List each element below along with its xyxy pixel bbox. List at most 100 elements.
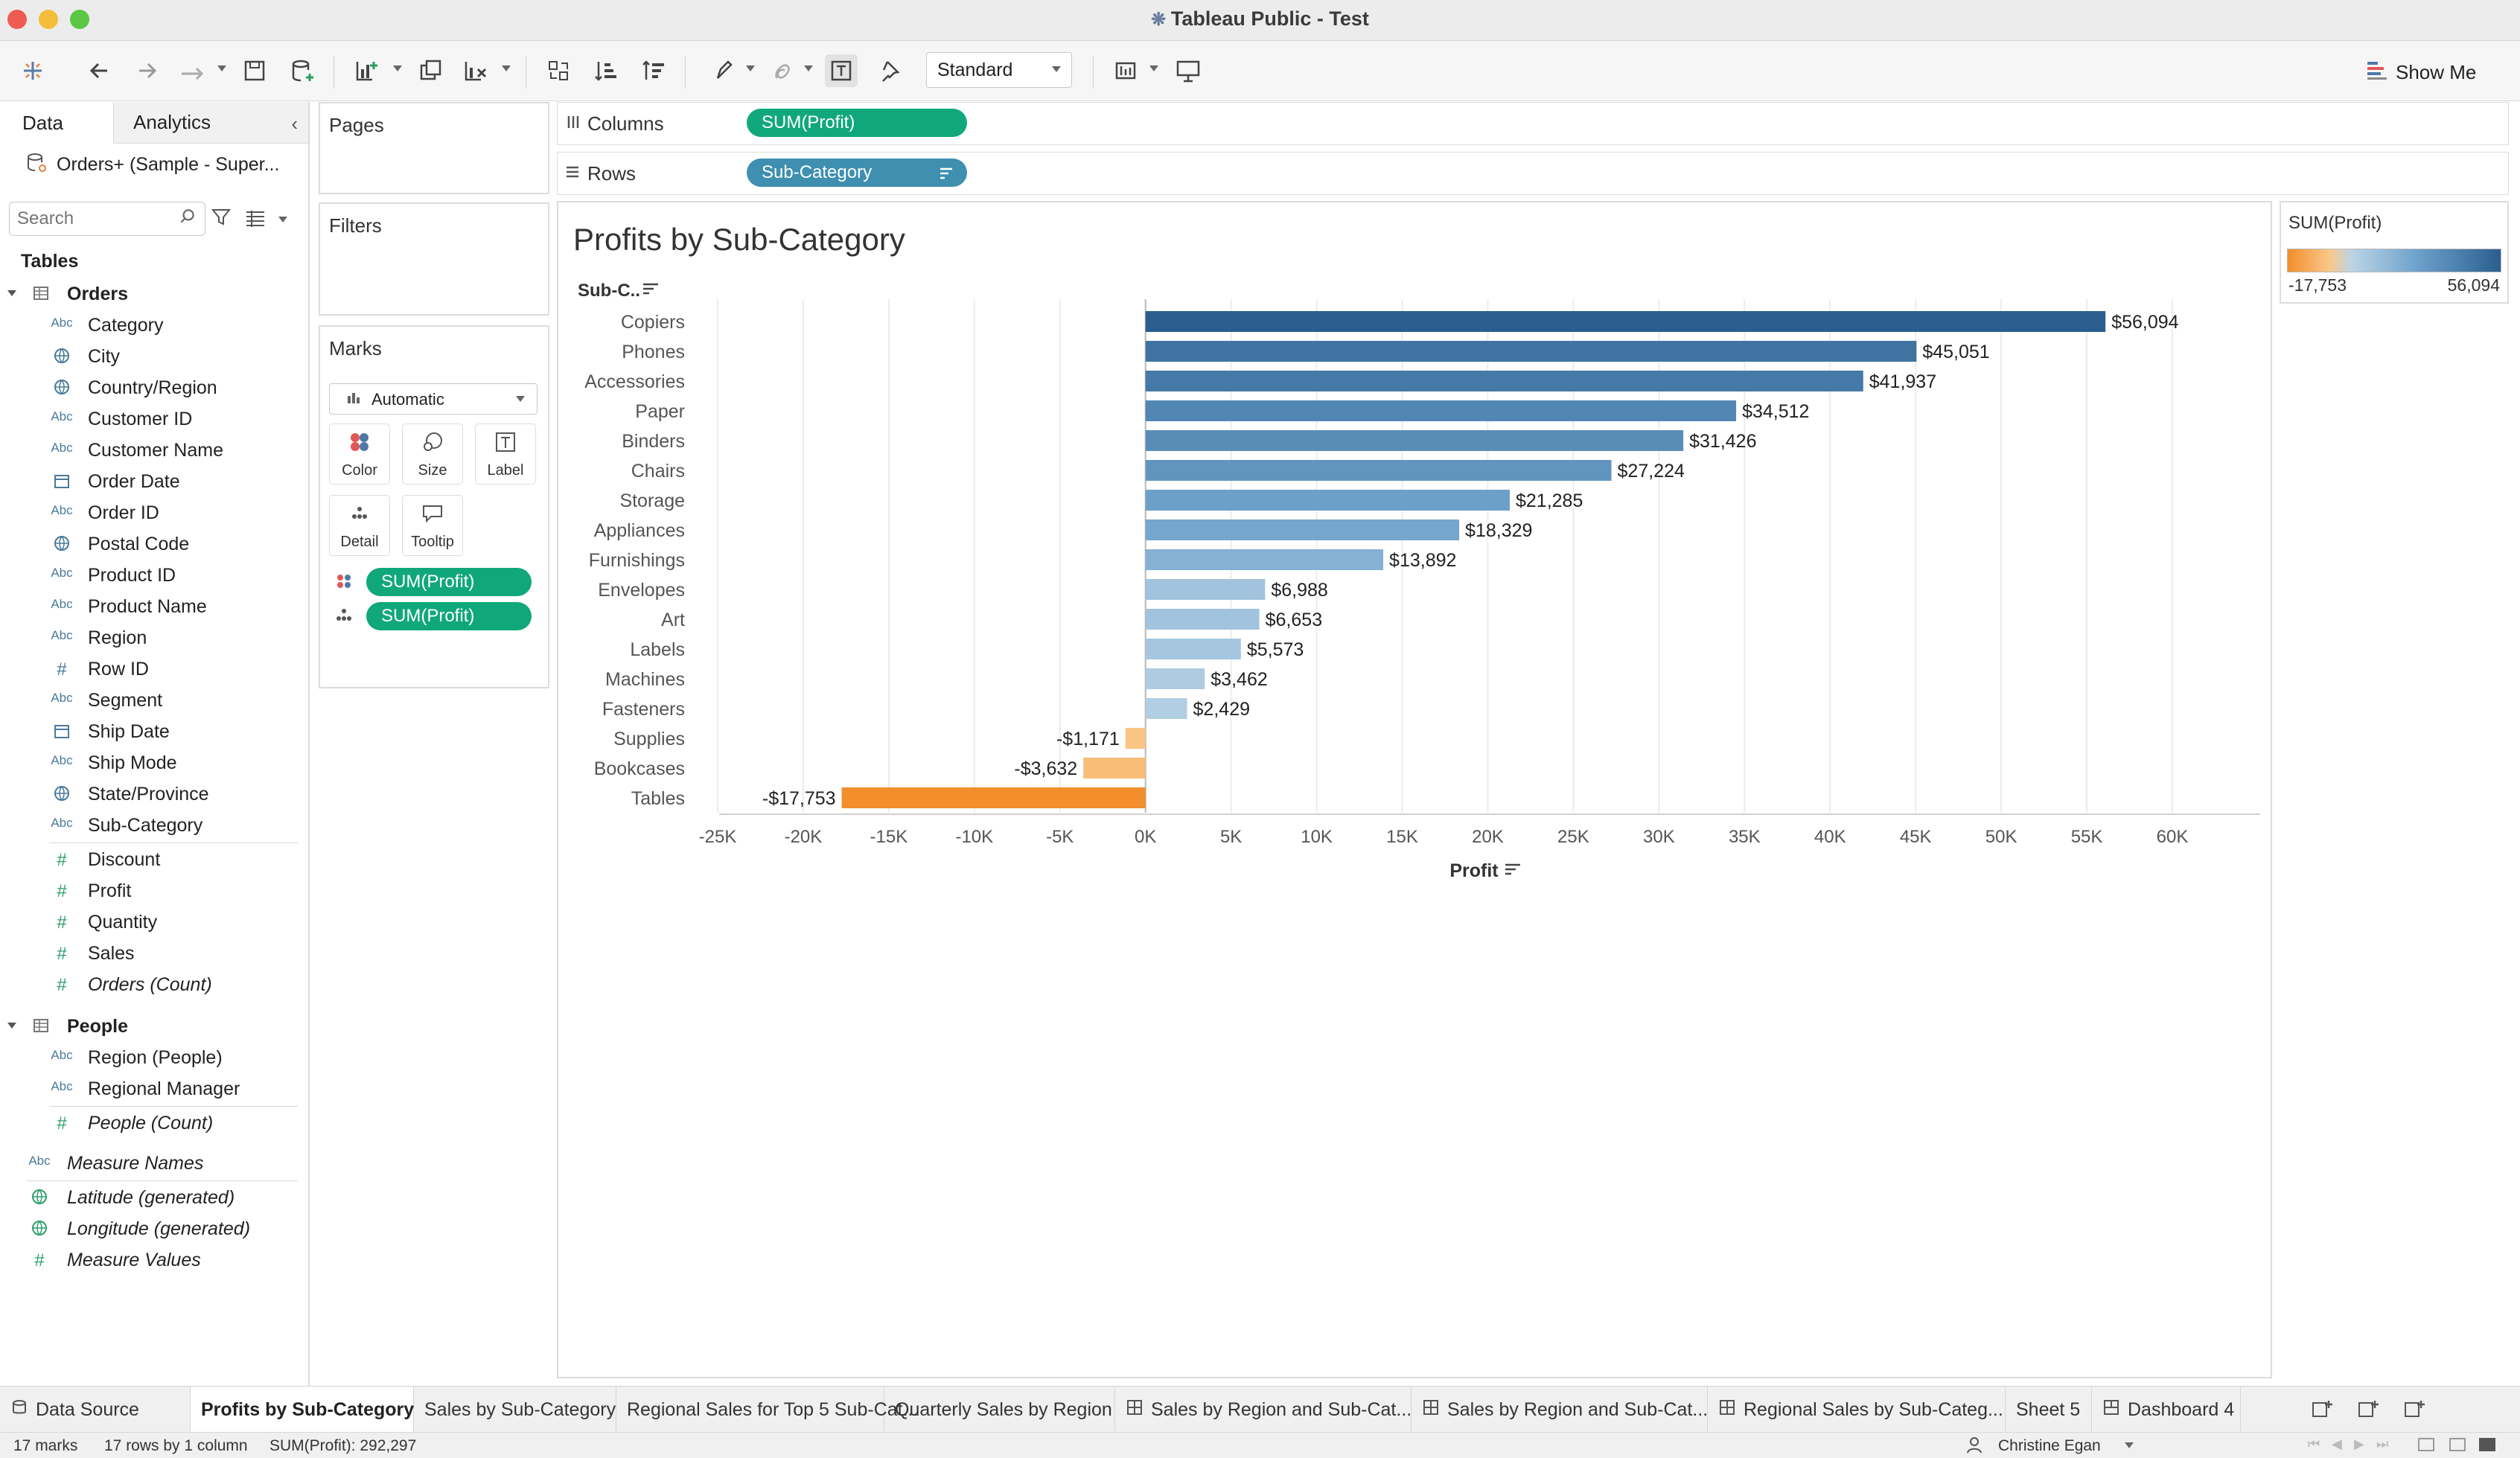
- field-dimension[interactable]: Abc Region: [0, 622, 308, 652]
- chevron-down-icon[interactable]: [278, 217, 287, 223]
- new-datasource-icon[interactable]: [286, 54, 319, 87]
- chevron-down-icon[interactable]: [7, 290, 16, 296]
- field-measure-count[interactable]: # People (Count): [0, 1107, 308, 1137]
- show-me-button[interactable]: Show Me: [2366, 57, 2476, 87]
- field-generated[interactable]: Longitude (generated): [0, 1213, 308, 1243]
- new-worksheet-icon[interactable]: [2311, 1398, 2333, 1425]
- rows-shelf[interactable]: Rows Sub-Category: [557, 152, 2509, 195]
- undo-icon[interactable]: [83, 54, 116, 87]
- field-dimension[interactable]: Country/Region: [0, 372, 308, 402]
- chevron-down-icon[interactable]: [217, 65, 226, 71]
- group-members-icon[interactable]: [765, 54, 798, 87]
- sort-ascending-icon[interactable]: [590, 54, 622, 87]
- table-people[interactable]: People: [0, 1011, 308, 1040]
- view-options-icon[interactable]: [244, 208, 267, 234]
- columns-pill[interactable]: SUM(Profit): [747, 109, 967, 137]
- pin-icon[interactable]: [873, 54, 905, 87]
- chevron-down-icon[interactable]: [2125, 1442, 2134, 1448]
- field-dimension[interactable]: Order Date: [0, 466, 308, 496]
- prev-page-icon[interactable]: ◀: [2332, 1436, 2342, 1451]
- field-dimension[interactable]: City: [0, 341, 308, 371]
- sheet-tab[interactable]: Sales by Region and Sub-Cat...: [1411, 1387, 1708, 1433]
- filter-icon[interactable]: [210, 206, 232, 232]
- tooltip-button[interactable]: Tooltip: [402, 495, 463, 556]
- field-generated[interactable]: # Measure Values: [0, 1244, 308, 1274]
- redo-icon[interactable]: [130, 54, 163, 87]
- field-dimension[interactable]: Postal Code: [0, 528, 308, 558]
- field-dimension[interactable]: Abc Customer ID: [0, 403, 308, 433]
- field-measure[interactable]: # Discount: [0, 844, 308, 874]
- tab-data[interactable]: Data: [0, 102, 113, 144]
- field-dimension[interactable]: Abc Product Name: [0, 591, 308, 621]
- show-tabs-icon[interactable]: [2479, 1438, 2495, 1451]
- field-generated[interactable]: Abc Measure Names: [0, 1148, 308, 1177]
- tableau-logo-icon[interactable]: [16, 54, 49, 87]
- label-button[interactable]: Label: [475, 423, 536, 485]
- new-story-icon[interactable]: [2403, 1398, 2425, 1425]
- chevron-down-icon[interactable]: [746, 65, 755, 71]
- field-dimension[interactable]: Abc Category: [0, 310, 308, 339]
- field-measure[interactable]: # Quantity: [0, 907, 308, 936]
- card-visibility-icon[interactable]: [1111, 54, 1143, 87]
- save-icon[interactable]: [238, 54, 271, 87]
- search-input[interactable]: [16, 205, 168, 232]
- sheet-tab[interactable]: Sheet 5: [2006, 1387, 2092, 1433]
- field-dimension[interactable]: Abc Regional Manager: [0, 1073, 308, 1103]
- field-dimension[interactable]: State/Province: [0, 778, 308, 808]
- field-dimension[interactable]: Abc Product ID: [0, 560, 308, 589]
- highlight-icon[interactable]: [707, 54, 740, 87]
- filters-card[interactable]: Filters: [319, 202, 549, 316]
- field-dimension[interactable]: Abc Customer Name: [0, 435, 308, 464]
- sort-descending-icon[interactable]: [637, 54, 670, 87]
- show-filmstrip-icon[interactable]: [2418, 1438, 2434, 1451]
- color-button[interactable]: Color: [329, 423, 390, 485]
- columns-shelf[interactable]: Columns SUM(Profit): [557, 102, 2509, 145]
- tab-analytics[interactable]: Analytics ‹: [113, 102, 308, 144]
- sheet-tab[interactable]: Regional Sales for Top 5 Sub-Cat...: [616, 1387, 918, 1433]
- field-dimension[interactable]: Abc Ship Mode: [0, 747, 308, 777]
- sheet-tab[interactable]: Quarterly Sales by Region: [884, 1387, 1115, 1433]
- user-name[interactable]: Christine Egan: [1998, 1437, 2101, 1454]
- field-dimension[interactable]: Abc Sub-Category: [0, 810, 308, 840]
- field-dimension[interactable]: # Row ID: [0, 653, 308, 683]
- field-measure[interactable]: # Sales: [0, 938, 308, 968]
- field-measure-count[interactable]: # Orders (Count): [0, 969, 308, 999]
- presentation-mode-icon[interactable]: [1172, 54, 1205, 87]
- zoom-window-button[interactable]: [70, 10, 89, 29]
- sheet-tab[interactable]: Sales by Sub-Category: [414, 1387, 616, 1433]
- chevron-down-icon[interactable]: [502, 65, 511, 71]
- rows-pill[interactable]: Sub-Category: [747, 159, 967, 187]
- field-dimension[interactable]: Abc Order ID: [0, 497, 308, 527]
- chevron-down-icon[interactable]: [393, 65, 402, 71]
- chevron-down-icon[interactable]: [804, 65, 813, 71]
- duplicate-sheet-icon[interactable]: [414, 54, 447, 87]
- close-window-button[interactable]: [7, 10, 27, 29]
- minimize-window-button[interactable]: [39, 10, 58, 29]
- tab-data-source[interactable]: Data Source: [0, 1387, 191, 1433]
- datasource-item[interactable]: Orders+ (Sample - Super...: [25, 150, 301, 179]
- fit-select[interactable]: Standard: [926, 52, 1072, 88]
- sheet-tab[interactable]: Sales by Region and Sub-Cat...: [1115, 1387, 1411, 1433]
- clear-sheet-icon[interactable]: [459, 54, 491, 87]
- field-dimension[interactable]: Abc Region (People): [0, 1042, 308, 1072]
- last-page-icon[interactable]: ⏭: [2376, 1436, 2389, 1451]
- field-measure[interactable]: # Profit: [0, 875, 308, 905]
- table-orders[interactable]: Orders: [0, 278, 308, 308]
- color-pill[interactable]: SUM(Profit): [366, 568, 532, 596]
- field-generated[interactable]: Latitude (generated): [0, 1182, 308, 1212]
- chevron-down-icon[interactable]: [1149, 65, 1158, 71]
- replay-icon[interactable]: [176, 54, 208, 87]
- sheet-tab[interactable]: Regional Sales by Sub-Categ...: [1708, 1387, 2006, 1433]
- show-mark-labels-icon[interactable]: [825, 54, 858, 87]
- chevron-down-icon[interactable]: [7, 1023, 16, 1029]
- sheet-tab[interactable]: Profits by Sub-Category: [191, 1387, 414, 1433]
- swap-rows-columns-icon[interactable]: [542, 54, 575, 87]
- new-worksheet-icon[interactable]: [350, 54, 383, 87]
- collapse-pane-icon[interactable]: ‹: [291, 112, 298, 135]
- next-page-icon[interactable]: ▶: [2354, 1436, 2364, 1451]
- mark-type-select[interactable]: Automatic: [329, 383, 538, 415]
- search-field[interactable]: [9, 202, 205, 236]
- show-sheet-sorter-icon[interactable]: [2449, 1438, 2466, 1451]
- field-dimension[interactable]: Abc Segment: [0, 685, 308, 714]
- color-legend[interactable]: SUM(Profit) -17,753 56,094: [2280, 201, 2509, 304]
